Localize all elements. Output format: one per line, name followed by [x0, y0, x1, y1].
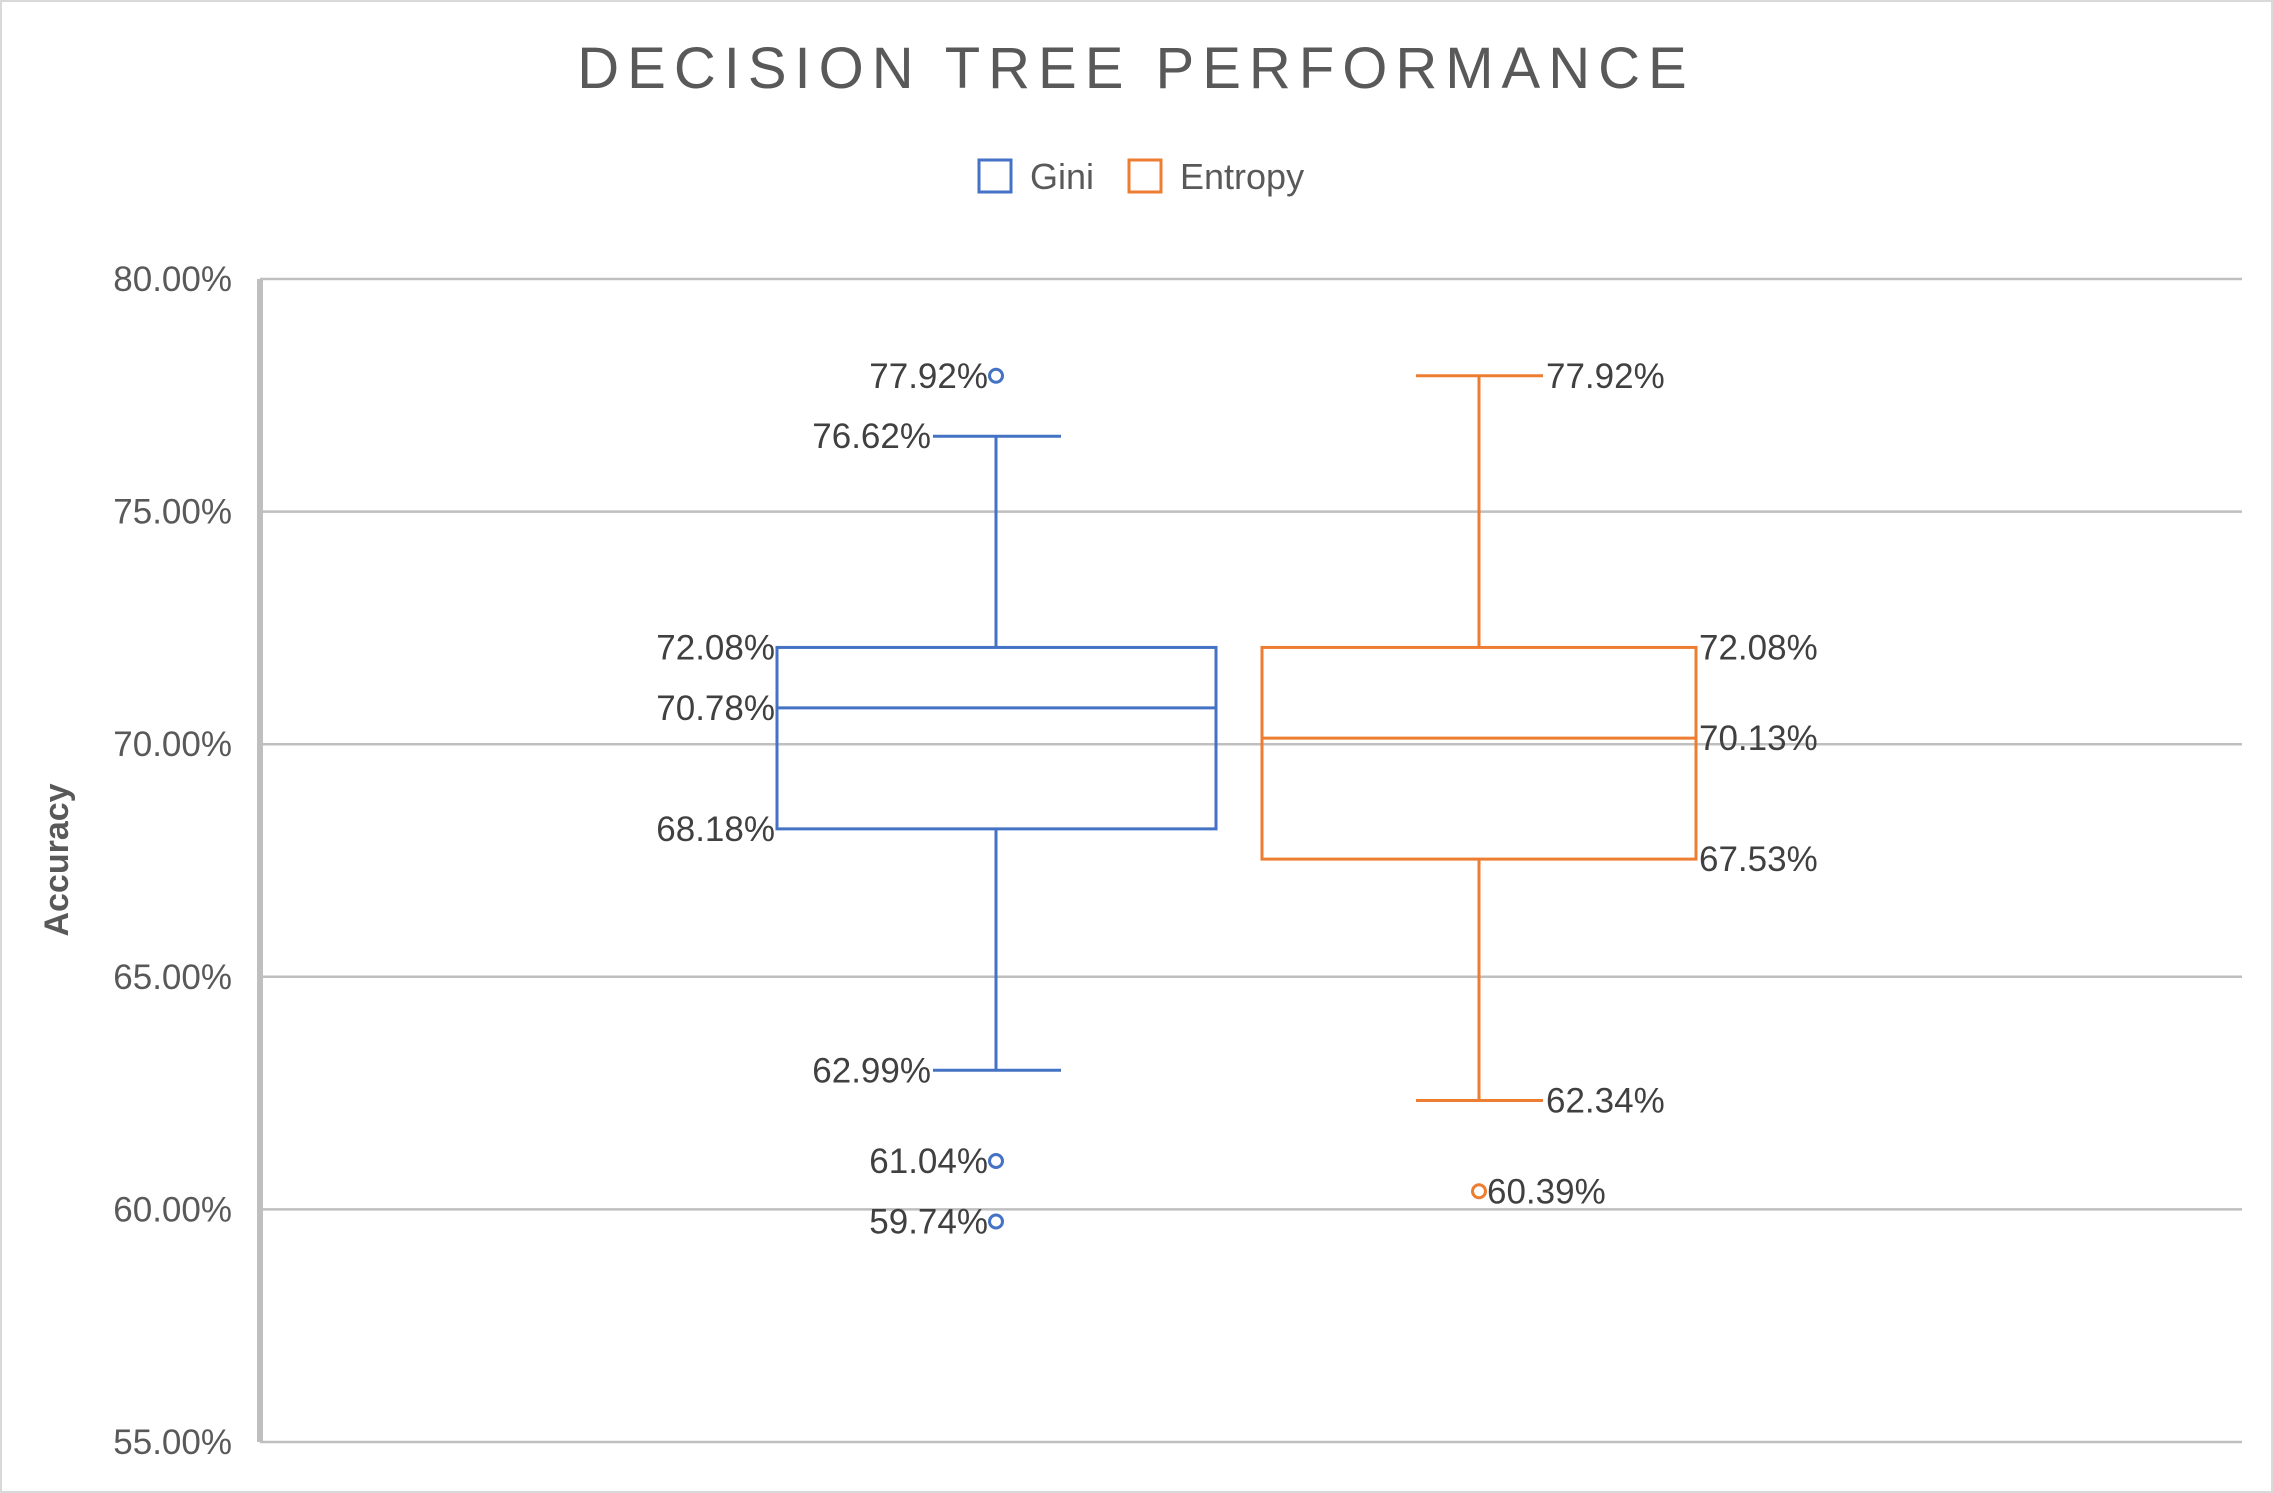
- outlier-point-gini: [988, 1213, 1004, 1230]
- data-label-entropy: 62.34%: [1546, 1082, 1665, 1121]
- data-label-gini: 59.74%: [869, 1202, 988, 1241]
- box-gini: 76.62% 72.08% 70.78% 68.18% 62.99% 77.92% 61.0…: [656, 357, 1218, 1241]
- data-label-entropy: 77.92%: [1546, 357, 1665, 396]
- chart-title: DECISION TREE PERFORMANCE: [577, 36, 1694, 101]
- legend-label-entropy: Entropy: [1180, 156, 1304, 197]
- outlier-point-entropy: [1471, 1183, 1487, 1200]
- gridlines: [260, 277, 2242, 1444]
- iqr-box-gini: [775, 645, 1218, 831]
- y-tick-label: 70.00%: [113, 725, 232, 764]
- data-label-entropy: 72.08%: [1699, 628, 1818, 667]
- data-label-gini: 77.92%: [869, 357, 988, 396]
- y-tick-label: 75.00%: [113, 493, 232, 532]
- outlier-point-gini: [988, 367, 1004, 384]
- legend-label-gini: Gini: [1030, 156, 1094, 197]
- y-axis-title: Accuracy: [38, 783, 76, 936]
- y-tick-label: 65.00%: [113, 958, 232, 997]
- data-label-entropy: 70.13%: [1699, 719, 1818, 758]
- legend: Gini Entropy: [977, 156, 1304, 197]
- data-label-entropy: 67.53%: [1699, 840, 1818, 879]
- data-label-gini: 68.18%: [656, 810, 775, 849]
- y-axis-ticks: 55.00% 60.00% 65.00% 70.00% 75.00% 80.00%: [113, 260, 232, 1462]
- y-tick-label: 80.00%: [113, 260, 232, 299]
- data-label-gini: 70.78%: [656, 689, 775, 728]
- iqr-box-entropy: [1260, 645, 1698, 861]
- outlier-point-gini: [988, 1153, 1004, 1170]
- box-series: 76.62% 72.08% 70.78% 68.18% 62.99% 77.92% 61.0…: [656, 357, 1817, 1242]
- y-tick-label: 55.00%: [113, 1423, 232, 1462]
- box-entropy: 77.92% 72.08% 70.13% 67.53% 62.34% 60.39%: [1260, 357, 1818, 1211]
- data-label-gini: 76.62%: [812, 417, 931, 456]
- data-label-gini: 62.99%: [812, 1051, 931, 1090]
- legend-swatch-entropy: [1127, 158, 1163, 194]
- data-label-entropy: 60.39%: [1487, 1172, 1606, 1211]
- data-label-gini: 72.08%: [656, 628, 775, 667]
- legend-swatch-gini: [977, 158, 1013, 194]
- y-tick-label: 60.00%: [113, 1190, 232, 1229]
- data-label-gini: 61.04%: [869, 1142, 988, 1181]
